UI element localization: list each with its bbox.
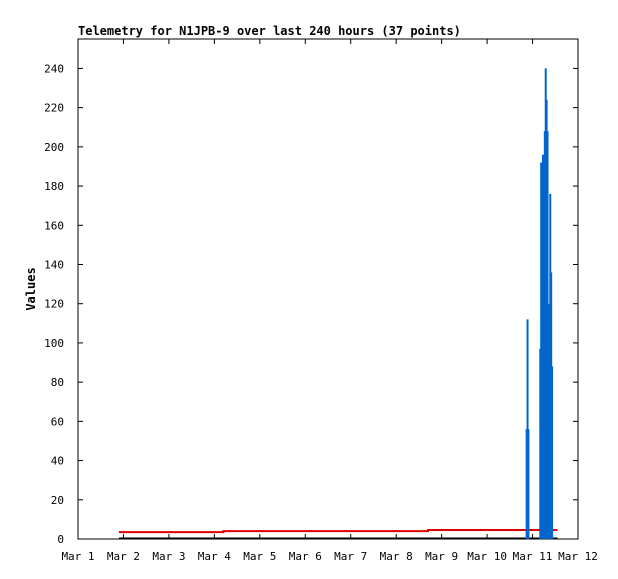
chart-title: Telemetry for N1JPB-9 over last 240 hour… <box>78 24 461 38</box>
x-axis: Mar 1 Mar 2 Mar 3 Mar 4 Mar 5 Mar 6 Mar 7 Mar 8… <box>61 39 598 563</box>
y-tick-label: 140 <box>44 258 64 271</box>
x-tick-label: Mar 4 <box>198 550 231 563</box>
y-tick-label: 120 <box>44 298 64 311</box>
y-tick-label: 80 <box>51 376 64 389</box>
y-tick-label: 40 <box>51 455 64 468</box>
x-tick-label: Mar 5 <box>243 550 276 563</box>
y-tick-label: 220 <box>44 102 64 115</box>
x-tick-label: Mar 6 <box>289 550 322 563</box>
x-tick-label: Mar 12 <box>558 550 598 563</box>
y-tick-label: 100 <box>44 337 64 350</box>
series-line-0 <box>118 528 558 534</box>
x-tick-label: Mar 8 <box>380 550 413 563</box>
y-tick-label: 20 <box>51 494 64 507</box>
y-tick-label: 240 <box>44 62 64 75</box>
y-axis: 0 20 40 60 80 100 120 140 160 180 200 220 240 <box>44 62 578 546</box>
y-tick-label: 200 <box>44 141 64 154</box>
y-axis-label: Values <box>24 267 38 310</box>
x-tick-label: Mar 1 <box>61 550 94 563</box>
x-tick-label: Mar 2 <box>107 550 140 563</box>
series-layer <box>118 68 558 539</box>
x-tick-label: Mar 3 <box>152 550 185 563</box>
y-tick-label: 0 <box>57 533 64 546</box>
x-tick-label: Mar 9 <box>425 550 458 563</box>
y-tick-label: 60 <box>51 415 64 428</box>
y-tick-label: 180 <box>44 180 64 193</box>
x-tick-label: Mar 10 <box>467 550 507 563</box>
y-tick-label: 160 <box>44 219 64 232</box>
plot-frame <box>77 38 579 540</box>
x-tick-label: Mar 11 <box>513 550 553 563</box>
x-tick-label: Mar 7 <box>334 550 367 563</box>
